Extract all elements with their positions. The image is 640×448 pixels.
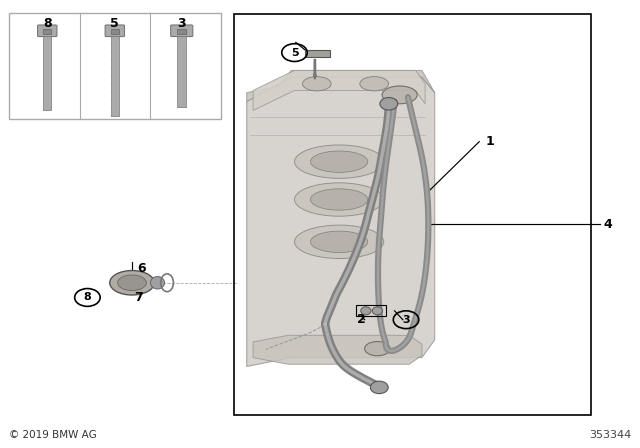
Ellipse shape [382, 86, 417, 104]
Polygon shape [253, 70, 425, 111]
Polygon shape [253, 335, 422, 364]
Ellipse shape [150, 276, 164, 289]
Ellipse shape [361, 307, 371, 315]
Text: 2: 2 [357, 313, 366, 326]
Bar [305, 50, 330, 57]
Polygon shape [246, 77, 435, 366]
Ellipse shape [310, 189, 368, 210]
Text: 8: 8 [43, 17, 52, 30]
Text: 5: 5 [111, 17, 119, 30]
FancyBboxPatch shape [171, 25, 193, 37]
Bar [111, 36, 118, 116]
Bar [9, 13, 221, 119]
FancyBboxPatch shape [105, 25, 125, 37]
Bar [44, 36, 51, 111]
Bar [111, 30, 118, 34]
Bar [177, 36, 186, 108]
Bar [234, 14, 591, 414]
Ellipse shape [294, 183, 384, 216]
Ellipse shape [365, 341, 390, 356]
Text: 353344: 353344 [589, 431, 631, 440]
Ellipse shape [294, 145, 384, 178]
Bar [356, 305, 387, 316]
Text: 3: 3 [402, 315, 410, 325]
Ellipse shape [118, 275, 147, 291]
Ellipse shape [360, 77, 388, 91]
Text: © 2019 BMW AG: © 2019 BMW AG [9, 431, 97, 440]
Polygon shape [246, 70, 435, 102]
Ellipse shape [310, 151, 368, 172]
Ellipse shape [310, 231, 368, 253]
Ellipse shape [372, 307, 383, 315]
Text: 6: 6 [137, 262, 146, 275]
Ellipse shape [303, 77, 331, 91]
Bar [44, 30, 51, 34]
Text: 7: 7 [134, 291, 143, 304]
Text: 8: 8 [84, 293, 92, 302]
Text: 1: 1 [486, 135, 495, 148]
Text: 5: 5 [291, 47, 298, 58]
Text: 4: 4 [604, 217, 612, 231]
Ellipse shape [109, 271, 154, 295]
Ellipse shape [294, 225, 384, 258]
Circle shape [380, 98, 397, 110]
Circle shape [371, 381, 388, 394]
FancyBboxPatch shape [38, 25, 57, 37]
FancyArrow shape [314, 59, 317, 79]
Text: 3: 3 [177, 17, 186, 30]
Bar [177, 30, 186, 34]
